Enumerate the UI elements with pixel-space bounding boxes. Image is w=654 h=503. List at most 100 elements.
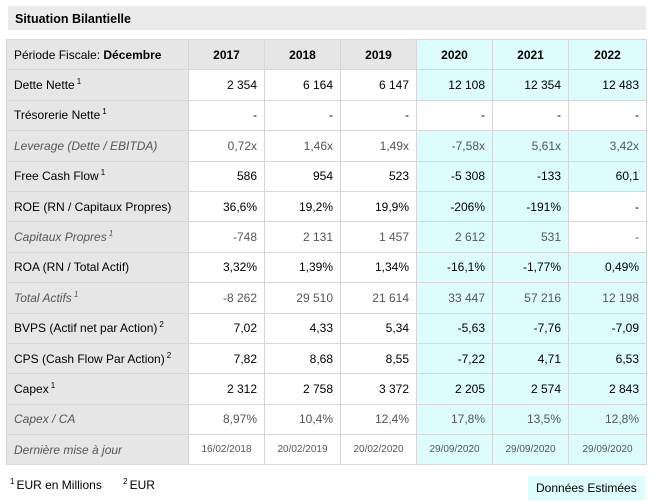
table-cell: 1,34% — [340, 251, 417, 284]
footnote-marker: 1 — [73, 289, 79, 299]
table-cell: 7,02 — [188, 312, 265, 344]
table-row-cps: CPS (Cash Flow Par Action) 2 7,82 8,68 8,55-… — [6, 342, 647, 375]
table-cell: 8,68 — [264, 342, 341, 375]
row-label-text: Leverage (Dette / EBITDA) — [14, 138, 158, 153]
table-cell: 3 372 — [340, 373, 417, 405]
table-cell: 6,53 — [568, 342, 647, 375]
table-cell: 954 — [264, 160, 341, 192]
year-header: 2018 — [264, 38, 341, 71]
row-label: Capex / CA — [6, 403, 189, 436]
table-cell: 29 510 — [264, 282, 341, 314]
table-cell: 7,82 — [188, 342, 265, 375]
table-cell: -191% — [492, 190, 569, 223]
table-cell: 4,71 — [492, 342, 569, 375]
row-label-text: ROE (RN / Capitaux Propres) — [14, 199, 172, 214]
row-label-text: Capitaux Propres — [14, 230, 107, 245]
table-cell: - — [340, 99, 417, 132]
table-cell: 12 483 — [568, 69, 647, 101]
table-cell: - — [264, 99, 341, 132]
row-label: Dette Nette 1 — [6, 69, 189, 101]
footnote-1: 1 EUR en Millions — [10, 477, 102, 493]
table-cell: - — [568, 190, 647, 223]
table-cell: 19,9% — [340, 190, 417, 223]
row-label-text: Free Cash Flow — [14, 169, 99, 184]
table-cell: 5,61x — [492, 130, 569, 162]
table-cell: -5,63 — [416, 312, 493, 344]
table-cell: 3,42x — [568, 130, 647, 162]
table-row-tresorerie-nette: Trésorerie Nette 1- - - - - - — [6, 99, 647, 132]
table-cell: 8,97% — [188, 403, 265, 436]
table-cell: 12 354 — [492, 69, 569, 101]
table-cell: 2 843 — [568, 373, 647, 405]
table-cell: - — [568, 99, 647, 132]
table-cell: -206% — [416, 190, 493, 223]
table-cell: 21 614 — [340, 282, 417, 314]
table-cell: 16/02/2018 — [188, 434, 265, 466]
table-cell: 1,46x — [264, 130, 341, 162]
table-cell: 2 312 — [188, 373, 265, 405]
table-cell: -8 262 — [188, 282, 265, 314]
table-cell: 20/02/2019 — [264, 434, 341, 466]
row-label-text: CPS (Cash Flow Par Action) — [14, 351, 165, 366]
header-row: Période Fiscale: Décembre 2017 2018 2019 20… — [6, 38, 647, 71]
table-cell: 12 108 — [416, 69, 493, 101]
table-cell: 1,49x — [340, 130, 417, 162]
table-cell: 2 612 — [416, 221, 493, 253]
table-cell: - — [416, 99, 493, 132]
row-label-text: Dernière mise à jour — [14, 442, 123, 457]
table-cell: -1,77% — [492, 251, 569, 284]
table-row-bvps: BVPS (Actif net par Action) 2 7,02 4,33 5,34… — [6, 312, 647, 344]
table-cell: 19,2% — [264, 190, 341, 223]
table-cell: 10,4% — [264, 403, 341, 436]
row-label-text: BVPS (Actif net par Action) — [14, 321, 158, 336]
table-cell: -7,76 — [492, 312, 569, 344]
table-cell: 12 198 — [568, 282, 647, 314]
year-header: 2017 — [188, 38, 265, 71]
period-value: Décembre — [103, 47, 162, 62]
table-cell: - — [568, 221, 647, 253]
table-row-capitaux-propres: Capitaux Propres 1 -748 2 131 1 457 2 612 531- — [6, 221, 647, 253]
table-cell: 60,1 — [568, 160, 647, 192]
table-cell: -7,22 — [416, 342, 493, 375]
table-cell: 2 205 — [416, 373, 493, 405]
table-cell: 6 164 — [264, 69, 341, 101]
table-row-capex: Capex 1 2 312 2 758 3 372 2 205 2 574 2 843 — [6, 373, 647, 405]
row-label-text: Dette Nette — [14, 78, 75, 93]
table-cell: 12,4% — [340, 403, 417, 436]
row-label-text: Capex — [14, 381, 49, 396]
table-row-roe: ROE (RN / Capitaux Propres) 36,6% 19,2% 19,… — [6, 190, 647, 223]
table-cell: 523 — [340, 160, 417, 192]
table-cell: 33 447 — [416, 282, 493, 314]
footnote-marker: 1 — [76, 77, 82, 87]
footnote-marker: 2 — [159, 320, 164, 330]
table-cell: 8,55 — [340, 342, 417, 375]
year-header: 2021 — [492, 38, 569, 71]
estimated-legend: Données Estimées — [528, 476, 645, 500]
period-label: Période Fiscale: — [14, 47, 101, 62]
table-cell: 2 758 — [264, 373, 341, 405]
section-title: Situation Bilantielle — [8, 6, 646, 30]
footnote-marker: 1 — [100, 168, 106, 178]
table-cell: 29/09/2020 — [492, 434, 569, 466]
row-label: CPS (Cash Flow Par Action) 2 — [6, 342, 189, 375]
footnote-marker: 2 — [166, 350, 172, 360]
table-cell: - — [188, 99, 265, 132]
row-label: ROE (RN / Capitaux Propres) — [6, 190, 189, 223]
footnote-marker: 1 — [108, 229, 114, 239]
table-cell: -5 308 — [416, 160, 493, 192]
footnote-marker: 1 — [102, 107, 107, 117]
table-cell: 13,5% — [492, 403, 569, 436]
table-cell: 4,33 — [264, 312, 341, 344]
balance-sheet-table: Période Fiscale: Décembre 2017 2018 2019 20… — [6, 38, 647, 466]
row-label-text: Capex / CA — [14, 412, 76, 427]
row-label: ROA (RN / Total Actif) — [6, 251, 189, 284]
table-cell: 1,39% — [264, 251, 341, 284]
row-label-text: ROA (RN / Total Actif) — [14, 260, 130, 275]
table-cell: 5,34 — [340, 312, 417, 344]
table-cell: 1 457 — [340, 221, 417, 253]
row-label-text: Trésorerie Nette — [14, 108, 101, 123]
table-cell: 0,49% — [568, 251, 647, 284]
table-cell: 29/09/2020 — [568, 434, 647, 466]
table-cell: 6 147 — [340, 69, 417, 101]
table-cell: 2 354 — [188, 69, 265, 101]
